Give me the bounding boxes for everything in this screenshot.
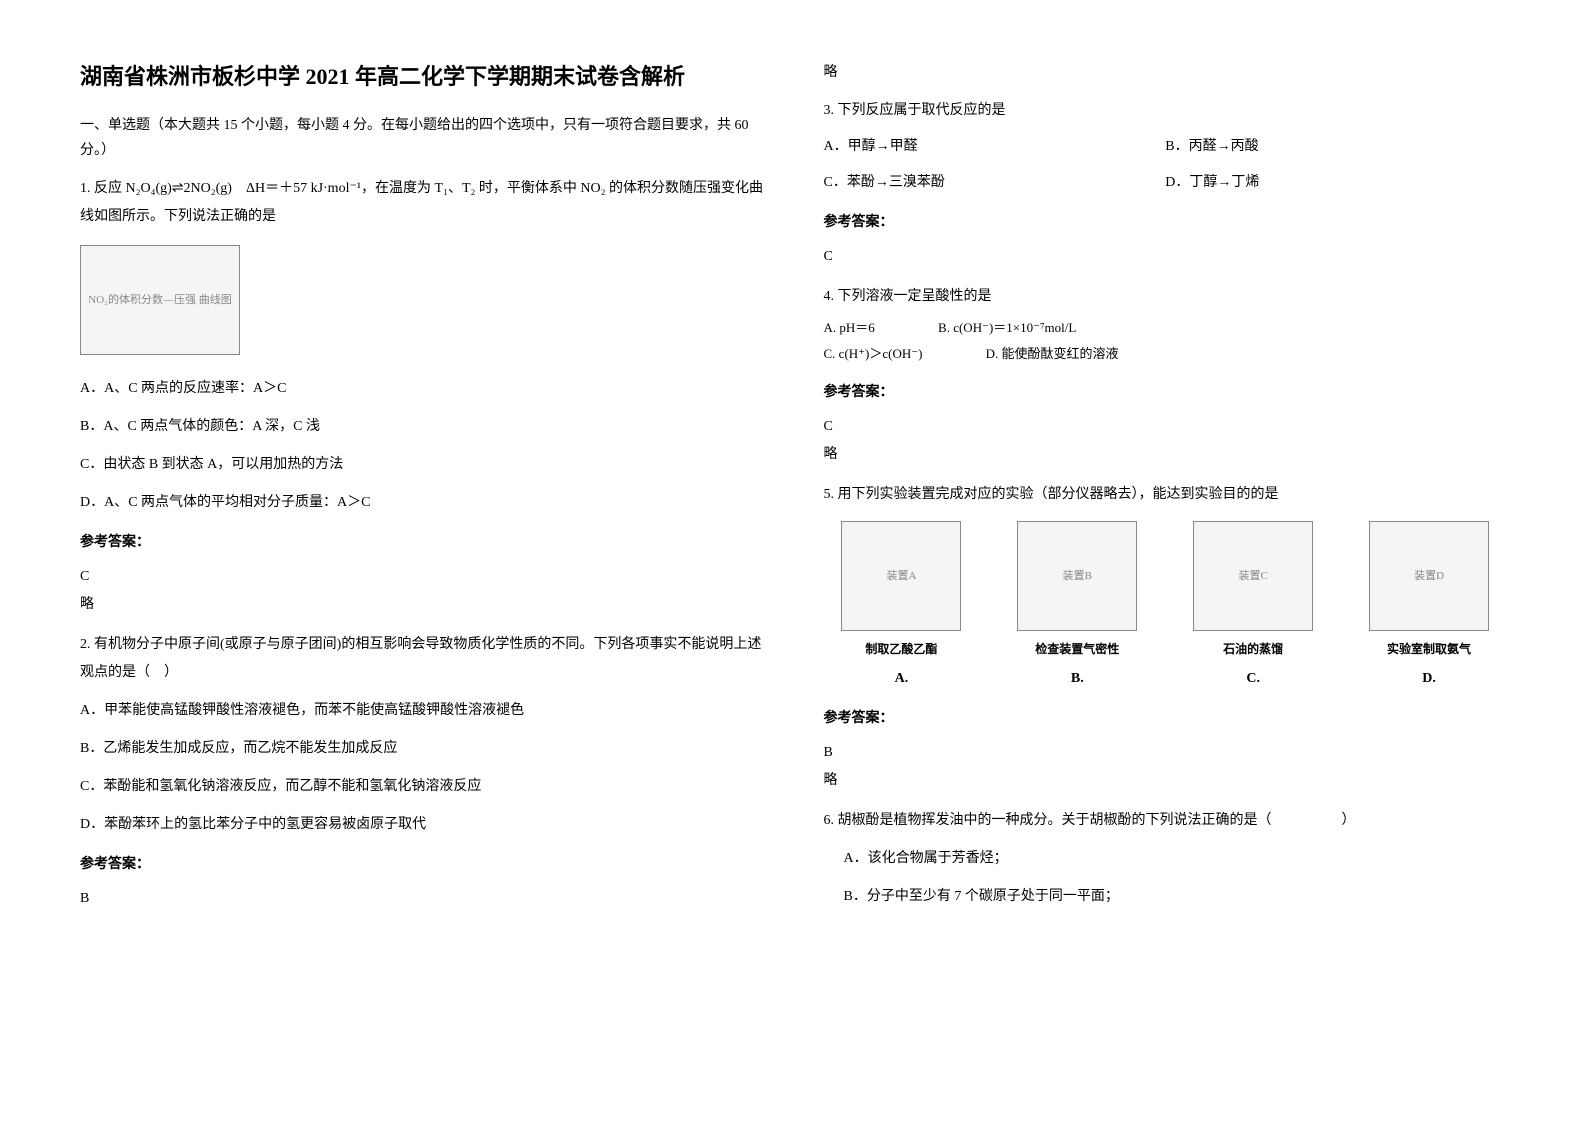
q5-cap-b: 检查装置气密性 bbox=[999, 637, 1155, 661]
q4-opt-a: A. pH＝6 bbox=[824, 315, 875, 341]
q5-label-c: C. bbox=[1175, 665, 1331, 693]
question-5: 5. 用下列实验装置完成对应的实验（部分仪器略去），能达到实验目的的是 装置A … bbox=[824, 481, 1508, 795]
right-column: 略 3. 下列反应属于取代反应的是 A．甲醇→甲醛 B．丙醛→丙酸 C．苯酚→三… bbox=[824, 60, 1508, 925]
q4-opt-c: C. c(H⁺)＞c(OH⁻) bbox=[824, 341, 923, 367]
question-6: 6. 胡椒酚是植物挥发油中的一种成分。关于胡椒酚的下列说法正确的是（ ） A．该… bbox=[824, 807, 1508, 911]
q5-label-b: B. bbox=[999, 665, 1155, 693]
q4-stem: 4. 下列溶液一定呈酸性的是 bbox=[824, 283, 1508, 311]
q2-note: 略 bbox=[824, 60, 1508, 85]
q5-diagram-d: 装置D bbox=[1369, 521, 1489, 631]
q3-opt-d: D．丁醇→丁烯 bbox=[1165, 169, 1507, 197]
q1-graph: NO₂的体积分数—压强 曲线图 bbox=[80, 245, 240, 355]
q1-answer: C bbox=[80, 563, 764, 591]
q3-opt-c: C．苯酚→三溴苯酚 bbox=[824, 169, 1166, 197]
q5-cap-d: 实验室制取氨气 bbox=[1351, 637, 1507, 661]
question-1: 1. 反应 N₂O₄(g)⇌2NO₂(g) ΔH＝＋57 kJ·mol⁻¹，在温… bbox=[80, 175, 764, 619]
left-column: 湖南省株洲市板杉中学 2021 年高二化学下学期期末试卷含解析 一、单选题（本大… bbox=[80, 60, 764, 925]
q2-opt-a: A．甲苯能使高锰酸钾酸性溶液褪色，而苯不能使高锰酸钾酸性溶液褪色 bbox=[80, 697, 764, 725]
q5-diagram-c: 装置C bbox=[1193, 521, 1313, 631]
q4-note: 略 bbox=[824, 441, 1508, 469]
q5-answer-label: 参考答案： bbox=[824, 705, 1508, 733]
section-header: 一、单选题（本大题共 15 个小题，每小题 4 分。在每小题给出的四个选项中，只… bbox=[80, 113, 764, 163]
q5-cap-c: 石油的蒸馏 bbox=[1175, 637, 1331, 661]
q5-cap-a: 制取乙酸乙酯 bbox=[824, 637, 980, 661]
q1-opt-d: D．A、C 两点气体的平均相对分子质量：A＞C bbox=[80, 489, 764, 517]
q1-opt-a: A．A、C 两点的反应速率：A＞C bbox=[80, 375, 764, 403]
q3-stem: 3. 下列反应属于取代反应的是 bbox=[824, 97, 1508, 125]
q4-opt-d: D. 能使酚酞变红的溶液 bbox=[986, 341, 1119, 367]
q1-note: 略 bbox=[80, 591, 764, 619]
q2-answer: B bbox=[80, 885, 764, 913]
page-title: 湖南省株洲市板杉中学 2021 年高二化学下学期期末试卷含解析 bbox=[80, 60, 764, 93]
q3-answer-label: 参考答案： bbox=[824, 209, 1508, 237]
q3-answer: C bbox=[824, 243, 1508, 271]
question-3: 3. 下列反应属于取代反应的是 A．甲醇→甲醛 B．丙醛→丙酸 C．苯酚→三溴苯… bbox=[824, 97, 1508, 271]
q5-note: 略 bbox=[824, 767, 1508, 795]
q2-answer-label: 参考答案： bbox=[80, 851, 764, 879]
q1-stem: 1. 反应 N₂O₄(g)⇌2NO₂(g) ΔH＝＋57 kJ·mol⁻¹，在温… bbox=[80, 175, 764, 231]
q5-diagram-b: 装置B bbox=[1017, 521, 1137, 631]
q5-label-d: D. bbox=[1351, 665, 1507, 693]
q4-answer-label: 参考答案： bbox=[824, 379, 1508, 407]
question-4: 4. 下列溶液一定呈酸性的是 A. pH＝6 B. c(OH⁻)＝1×10⁻⁷m… bbox=[824, 283, 1508, 469]
q5-diagram-a: 装置A bbox=[841, 521, 961, 631]
q2-opt-c: C．苯酚能和氢氧化钠溶液反应，而乙醇不能和氢氧化钠溶液反应 bbox=[80, 773, 764, 801]
q1-opt-b: B．A、C 两点气体的颜色：A 深，C 浅 bbox=[80, 413, 764, 441]
q5-stem: 5. 用下列实验装置完成对应的实验（部分仪器略去），能达到实验目的的是 bbox=[824, 481, 1508, 509]
q3-opt-a: A．甲醇→甲醛 bbox=[824, 133, 1166, 161]
q2-opt-b: B．乙烯能发生加成反应，而乙烷不能发生加成反应 bbox=[80, 735, 764, 763]
q6-opt-a: A．该化合物属于芳香烃； bbox=[824, 845, 1508, 873]
question-2: 2. 有机物分子中原子间(或原子与原子团间)的相互影响会导致物质化学性质的不同。… bbox=[80, 631, 764, 913]
q5-diagrams: 装置A 制取乙酸乙酯 A. 装置B 检查装置气密性 B. 装置C 石油的蒸馏 C… bbox=[824, 521, 1508, 693]
q2-opt-d: D．苯酚苯环上的氢比苯分子中的氢更容易被卤原子取代 bbox=[80, 811, 764, 839]
q2-stem: 2. 有机物分子中原子间(或原子与原子团间)的相互影响会导致物质化学性质的不同。… bbox=[80, 631, 764, 687]
q5-answer: B bbox=[824, 739, 1508, 767]
q3-opt-b: B．丙醛→丙酸 bbox=[1165, 133, 1507, 161]
q6-opt-b: B．分子中至少有 7 个碳原子处于同一平面； bbox=[824, 883, 1508, 911]
q5-label-a: A. bbox=[824, 665, 980, 693]
q1-answer-label: 参考答案： bbox=[80, 529, 764, 557]
q1-opt-c: C．由状态 B 到状态 A，可以用加热的方法 bbox=[80, 451, 764, 479]
q6-stem: 6. 胡椒酚是植物挥发油中的一种成分。关于胡椒酚的下列说法正确的是（ ） bbox=[824, 807, 1508, 835]
q4-opt-b: B. c(OH⁻)＝1×10⁻⁷mol/L bbox=[938, 315, 1076, 341]
q4-answer: C bbox=[824, 413, 1508, 441]
